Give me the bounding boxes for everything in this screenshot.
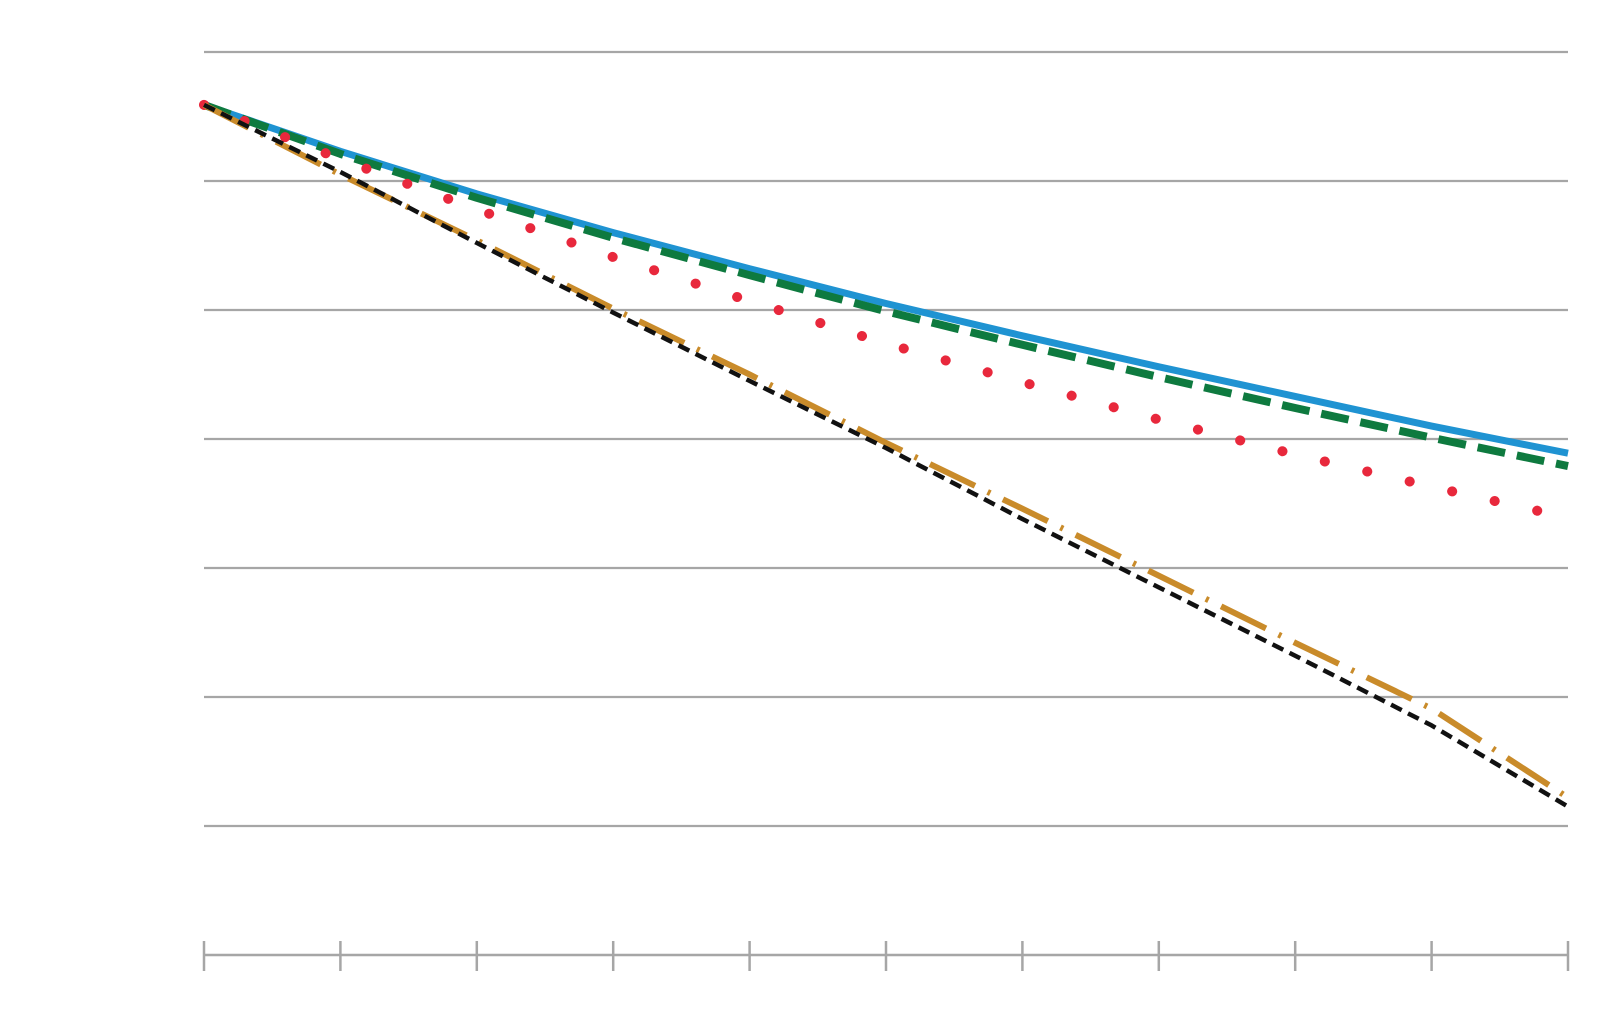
series-line-3-dotted [199,99,1573,523]
gridlines [204,50,1568,828]
series-line-5-short-dash [203,102,1570,809]
series-layer [199,99,1573,809]
series-line-2-dashed [202,101,1569,471]
series-line-1-solid [202,101,1569,457]
x-axis [202,941,1570,971]
